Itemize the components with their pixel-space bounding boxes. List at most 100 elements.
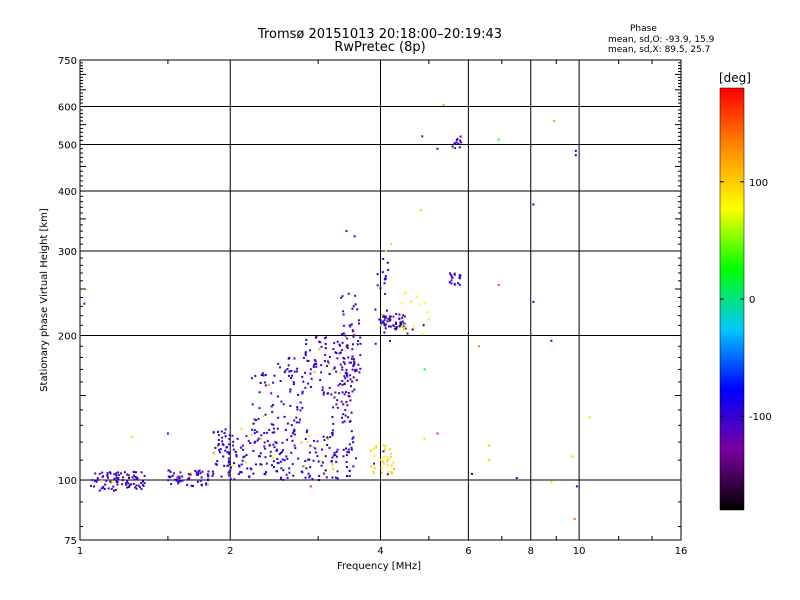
data-point <box>334 453 337 456</box>
data-point <box>331 463 334 466</box>
data-point <box>310 386 313 388</box>
data-point <box>301 392 304 395</box>
data-point <box>217 439 220 441</box>
data-point <box>341 366 344 369</box>
data-point <box>264 413 267 416</box>
y-tick-label: 75 <box>64 536 77 547</box>
data-point <box>322 393 325 396</box>
data-point <box>89 484 92 487</box>
data-point <box>331 476 334 479</box>
data-point <box>271 456 274 459</box>
data-point <box>289 388 292 391</box>
data-point <box>275 442 278 444</box>
data-point <box>384 324 387 327</box>
data-point <box>351 348 354 351</box>
data-point <box>392 324 395 327</box>
data-point <box>117 471 120 474</box>
data-point <box>456 137 459 140</box>
data-point <box>354 303 357 306</box>
data-point <box>358 322 360 325</box>
data-point <box>346 337 349 340</box>
data-point <box>229 478 232 481</box>
data-point <box>296 367 299 370</box>
data-point <box>126 484 129 487</box>
data-point <box>316 440 319 443</box>
data-point <box>342 310 345 313</box>
data-point <box>312 459 315 462</box>
data-point <box>232 464 235 467</box>
data-point <box>385 323 387 326</box>
data-point <box>309 444 312 447</box>
data-point <box>269 452 272 455</box>
data-point <box>235 455 238 458</box>
data-point <box>201 470 204 473</box>
data-point <box>395 322 397 325</box>
data-point <box>458 283 461 286</box>
phase-stats-title: Phase <box>630 24 657 34</box>
data-point <box>83 302 86 305</box>
data-point <box>346 372 349 375</box>
data-point <box>317 460 320 463</box>
data-point <box>379 319 382 322</box>
data-point <box>347 448 350 451</box>
data-point <box>411 328 414 331</box>
data-point <box>313 370 316 373</box>
data-point <box>388 325 391 328</box>
data-point <box>313 439 315 442</box>
data-point <box>281 451 284 454</box>
data-point <box>400 325 403 328</box>
data-point <box>178 477 181 480</box>
data-point <box>345 466 348 468</box>
data-point <box>197 472 200 475</box>
data-point <box>194 469 197 472</box>
data-point <box>263 445 266 448</box>
data-point <box>241 459 244 462</box>
data-point <box>342 403 345 406</box>
data-point <box>126 480 129 483</box>
data-point <box>292 381 295 384</box>
data-point <box>166 432 169 435</box>
data-point <box>188 477 191 480</box>
data-point <box>395 326 398 329</box>
data-point <box>296 406 299 408</box>
data-point <box>283 371 286 374</box>
data-point <box>115 472 118 475</box>
data-point <box>218 451 221 454</box>
data-point <box>307 458 310 461</box>
data-point <box>384 275 387 278</box>
data-point <box>170 483 173 486</box>
data-point <box>379 458 382 461</box>
data-point <box>345 391 347 394</box>
data-point <box>169 475 172 478</box>
chart-title: Tromsø 20151013 20:18:00–20:19:43 <box>257 27 503 42</box>
data-point <box>382 315 385 318</box>
data-point <box>107 487 110 490</box>
data-point <box>330 460 333 462</box>
data-point <box>422 333 425 336</box>
data-point <box>264 374 267 376</box>
data-point <box>258 407 261 410</box>
data-point <box>255 463 257 466</box>
data-point <box>217 444 220 447</box>
data-point <box>312 366 315 369</box>
data-point <box>305 467 308 470</box>
data-point <box>384 327 387 330</box>
data-point <box>453 272 456 275</box>
data-point <box>344 414 347 417</box>
data-point <box>342 361 345 363</box>
data-point <box>235 453 238 456</box>
data-point <box>272 427 275 430</box>
data-point <box>332 467 335 470</box>
data-point <box>106 473 109 476</box>
y-tick-label: 750 <box>58 56 77 67</box>
data-point <box>211 474 214 477</box>
data-point <box>140 488 143 491</box>
data-point <box>457 282 460 285</box>
data-point <box>287 364 290 367</box>
data-point <box>284 428 287 431</box>
data-point <box>328 386 331 389</box>
data-point <box>345 454 348 457</box>
data-point <box>228 465 231 467</box>
data-point <box>229 469 232 472</box>
data-point <box>331 432 334 435</box>
